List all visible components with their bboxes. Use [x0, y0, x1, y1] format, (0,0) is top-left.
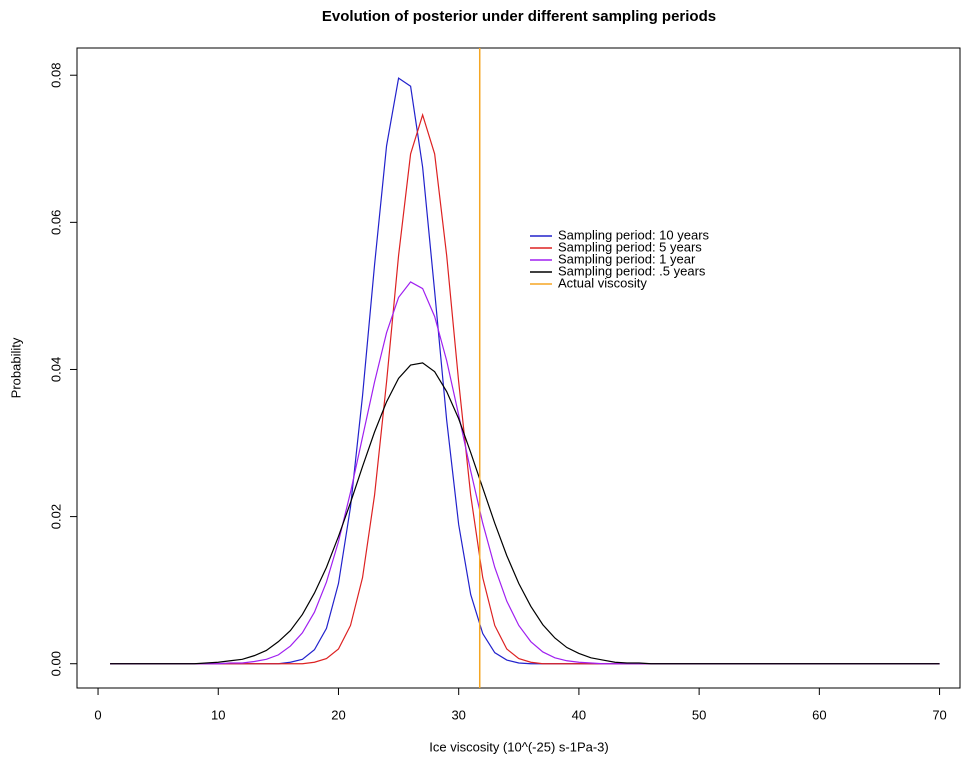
series-line [110, 362, 940, 665]
legend-label: Sampling period: .5 years [558, 263, 706, 278]
x-tick-label: 20 [331, 707, 345, 722]
y-tick-label: 0.04 [48, 357, 63, 382]
x-tick-label: 30 [451, 707, 465, 722]
chart-title: Evolution of posterior under different s… [322, 8, 716, 25]
x-tick-label: 70 [932, 707, 946, 722]
x-tick-label: 40 [572, 707, 586, 722]
x-tick-label: 0 [94, 707, 101, 722]
x-axis-label: Ice viscosity (10^(-25) s-1Pa-3) [429, 739, 608, 754]
x-tick-label: 10 [211, 707, 225, 722]
y-axis-label: Probability [8, 337, 23, 398]
x-tick-label: 50 [692, 707, 706, 722]
y-tick-label: 0.06 [48, 210, 63, 235]
series-line [110, 281, 940, 665]
x-tick-label: 60 [812, 707, 826, 722]
plot-frame [76, 47, 961, 689]
series-line [110, 77, 940, 665]
legend-label: Actual viscosity [558, 275, 647, 290]
y-tick-label: 0.02 [48, 504, 63, 529]
legend-label: Sampling period: 1 year [558, 251, 696, 266]
series-line [110, 112, 940, 665]
y-tick-label: 0.00 [48, 651, 63, 676]
y-tick-label: 0.08 [48, 63, 63, 88]
legend-label: Sampling period: 5 years [558, 239, 702, 254]
legend-label: Sampling period: 10 years [558, 227, 710, 242]
